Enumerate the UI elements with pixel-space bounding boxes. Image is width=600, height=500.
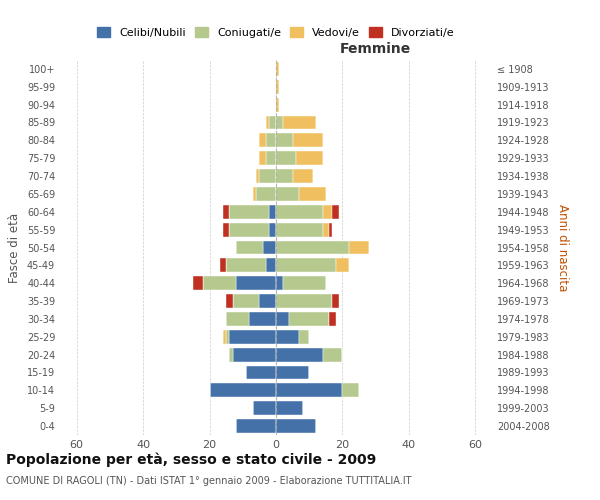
Bar xyxy=(276,419,316,433)
Bar xyxy=(209,384,276,398)
Bar xyxy=(259,169,276,183)
Bar xyxy=(276,116,283,130)
Bar xyxy=(253,187,256,201)
Bar xyxy=(299,330,309,344)
Bar xyxy=(329,312,336,326)
Bar xyxy=(276,366,309,380)
Bar xyxy=(276,401,302,415)
Bar xyxy=(269,116,276,130)
Text: COMUNE DI RAGOLI (TN) - Dati ISTAT 1° gennaio 2009 - Elaborazione TUTTITALIA.IT: COMUNE DI RAGOLI (TN) - Dati ISTAT 1° ge… xyxy=(6,476,412,486)
Bar xyxy=(226,330,229,344)
Legend: Celibi/Nubili, Coniugati/e, Vedovi/e, Divorziati/e: Celibi/Nubili, Coniugati/e, Vedovi/e, Di… xyxy=(93,22,459,42)
Bar xyxy=(349,240,369,254)
Bar xyxy=(259,294,276,308)
Bar xyxy=(293,169,313,183)
Bar xyxy=(299,187,326,201)
Bar xyxy=(226,312,250,326)
Bar xyxy=(266,116,269,130)
Bar xyxy=(259,134,266,147)
Bar xyxy=(259,151,266,165)
Bar xyxy=(276,98,280,112)
Bar xyxy=(236,240,263,254)
Bar xyxy=(203,276,236,290)
Bar xyxy=(276,80,280,94)
Bar xyxy=(276,384,343,398)
Bar xyxy=(276,276,283,290)
Bar xyxy=(256,187,276,201)
Bar xyxy=(276,222,323,236)
Bar xyxy=(276,205,323,219)
Bar xyxy=(276,134,293,147)
Bar xyxy=(229,330,276,344)
Y-axis label: Anni di nascita: Anni di nascita xyxy=(556,204,569,291)
Text: Femmine: Femmine xyxy=(340,42,411,56)
Bar xyxy=(266,258,276,272)
Bar xyxy=(220,258,226,272)
Bar xyxy=(253,401,276,415)
Bar xyxy=(263,240,276,254)
Bar xyxy=(293,134,323,147)
Y-axis label: Fasce di età: Fasce di età xyxy=(8,212,21,282)
Bar xyxy=(276,240,349,254)
Bar xyxy=(283,116,316,130)
Bar xyxy=(236,419,276,433)
Bar xyxy=(256,169,259,183)
Bar xyxy=(250,312,276,326)
Bar xyxy=(332,205,339,219)
Bar xyxy=(276,312,289,326)
Bar xyxy=(266,134,276,147)
Bar xyxy=(236,276,276,290)
Bar xyxy=(323,205,332,219)
Bar xyxy=(229,205,269,219)
Bar xyxy=(276,330,299,344)
Bar xyxy=(269,222,276,236)
Bar xyxy=(343,384,359,398)
Text: Popolazione per età, sesso e stato civile - 2009: Popolazione per età, sesso e stato civil… xyxy=(6,452,376,467)
Bar xyxy=(276,348,323,362)
Bar xyxy=(276,169,293,183)
Bar xyxy=(233,294,259,308)
Bar xyxy=(332,294,339,308)
Bar xyxy=(276,294,332,308)
Bar xyxy=(226,258,266,272)
Bar xyxy=(323,222,329,236)
Bar xyxy=(336,258,349,272)
Bar xyxy=(276,62,280,76)
Bar xyxy=(226,294,233,308)
Bar xyxy=(223,330,226,344)
Bar xyxy=(289,312,329,326)
Bar xyxy=(276,187,299,201)
Bar xyxy=(193,276,203,290)
Bar xyxy=(266,151,276,165)
Bar xyxy=(296,151,323,165)
Bar xyxy=(329,222,332,236)
Bar xyxy=(229,222,269,236)
Bar xyxy=(229,348,233,362)
Bar xyxy=(276,151,296,165)
Bar xyxy=(283,276,326,290)
Bar xyxy=(223,222,229,236)
Bar xyxy=(323,348,343,362)
Bar xyxy=(269,205,276,219)
Bar xyxy=(223,205,229,219)
Bar xyxy=(276,258,336,272)
Bar xyxy=(233,348,276,362)
Bar xyxy=(246,366,276,380)
